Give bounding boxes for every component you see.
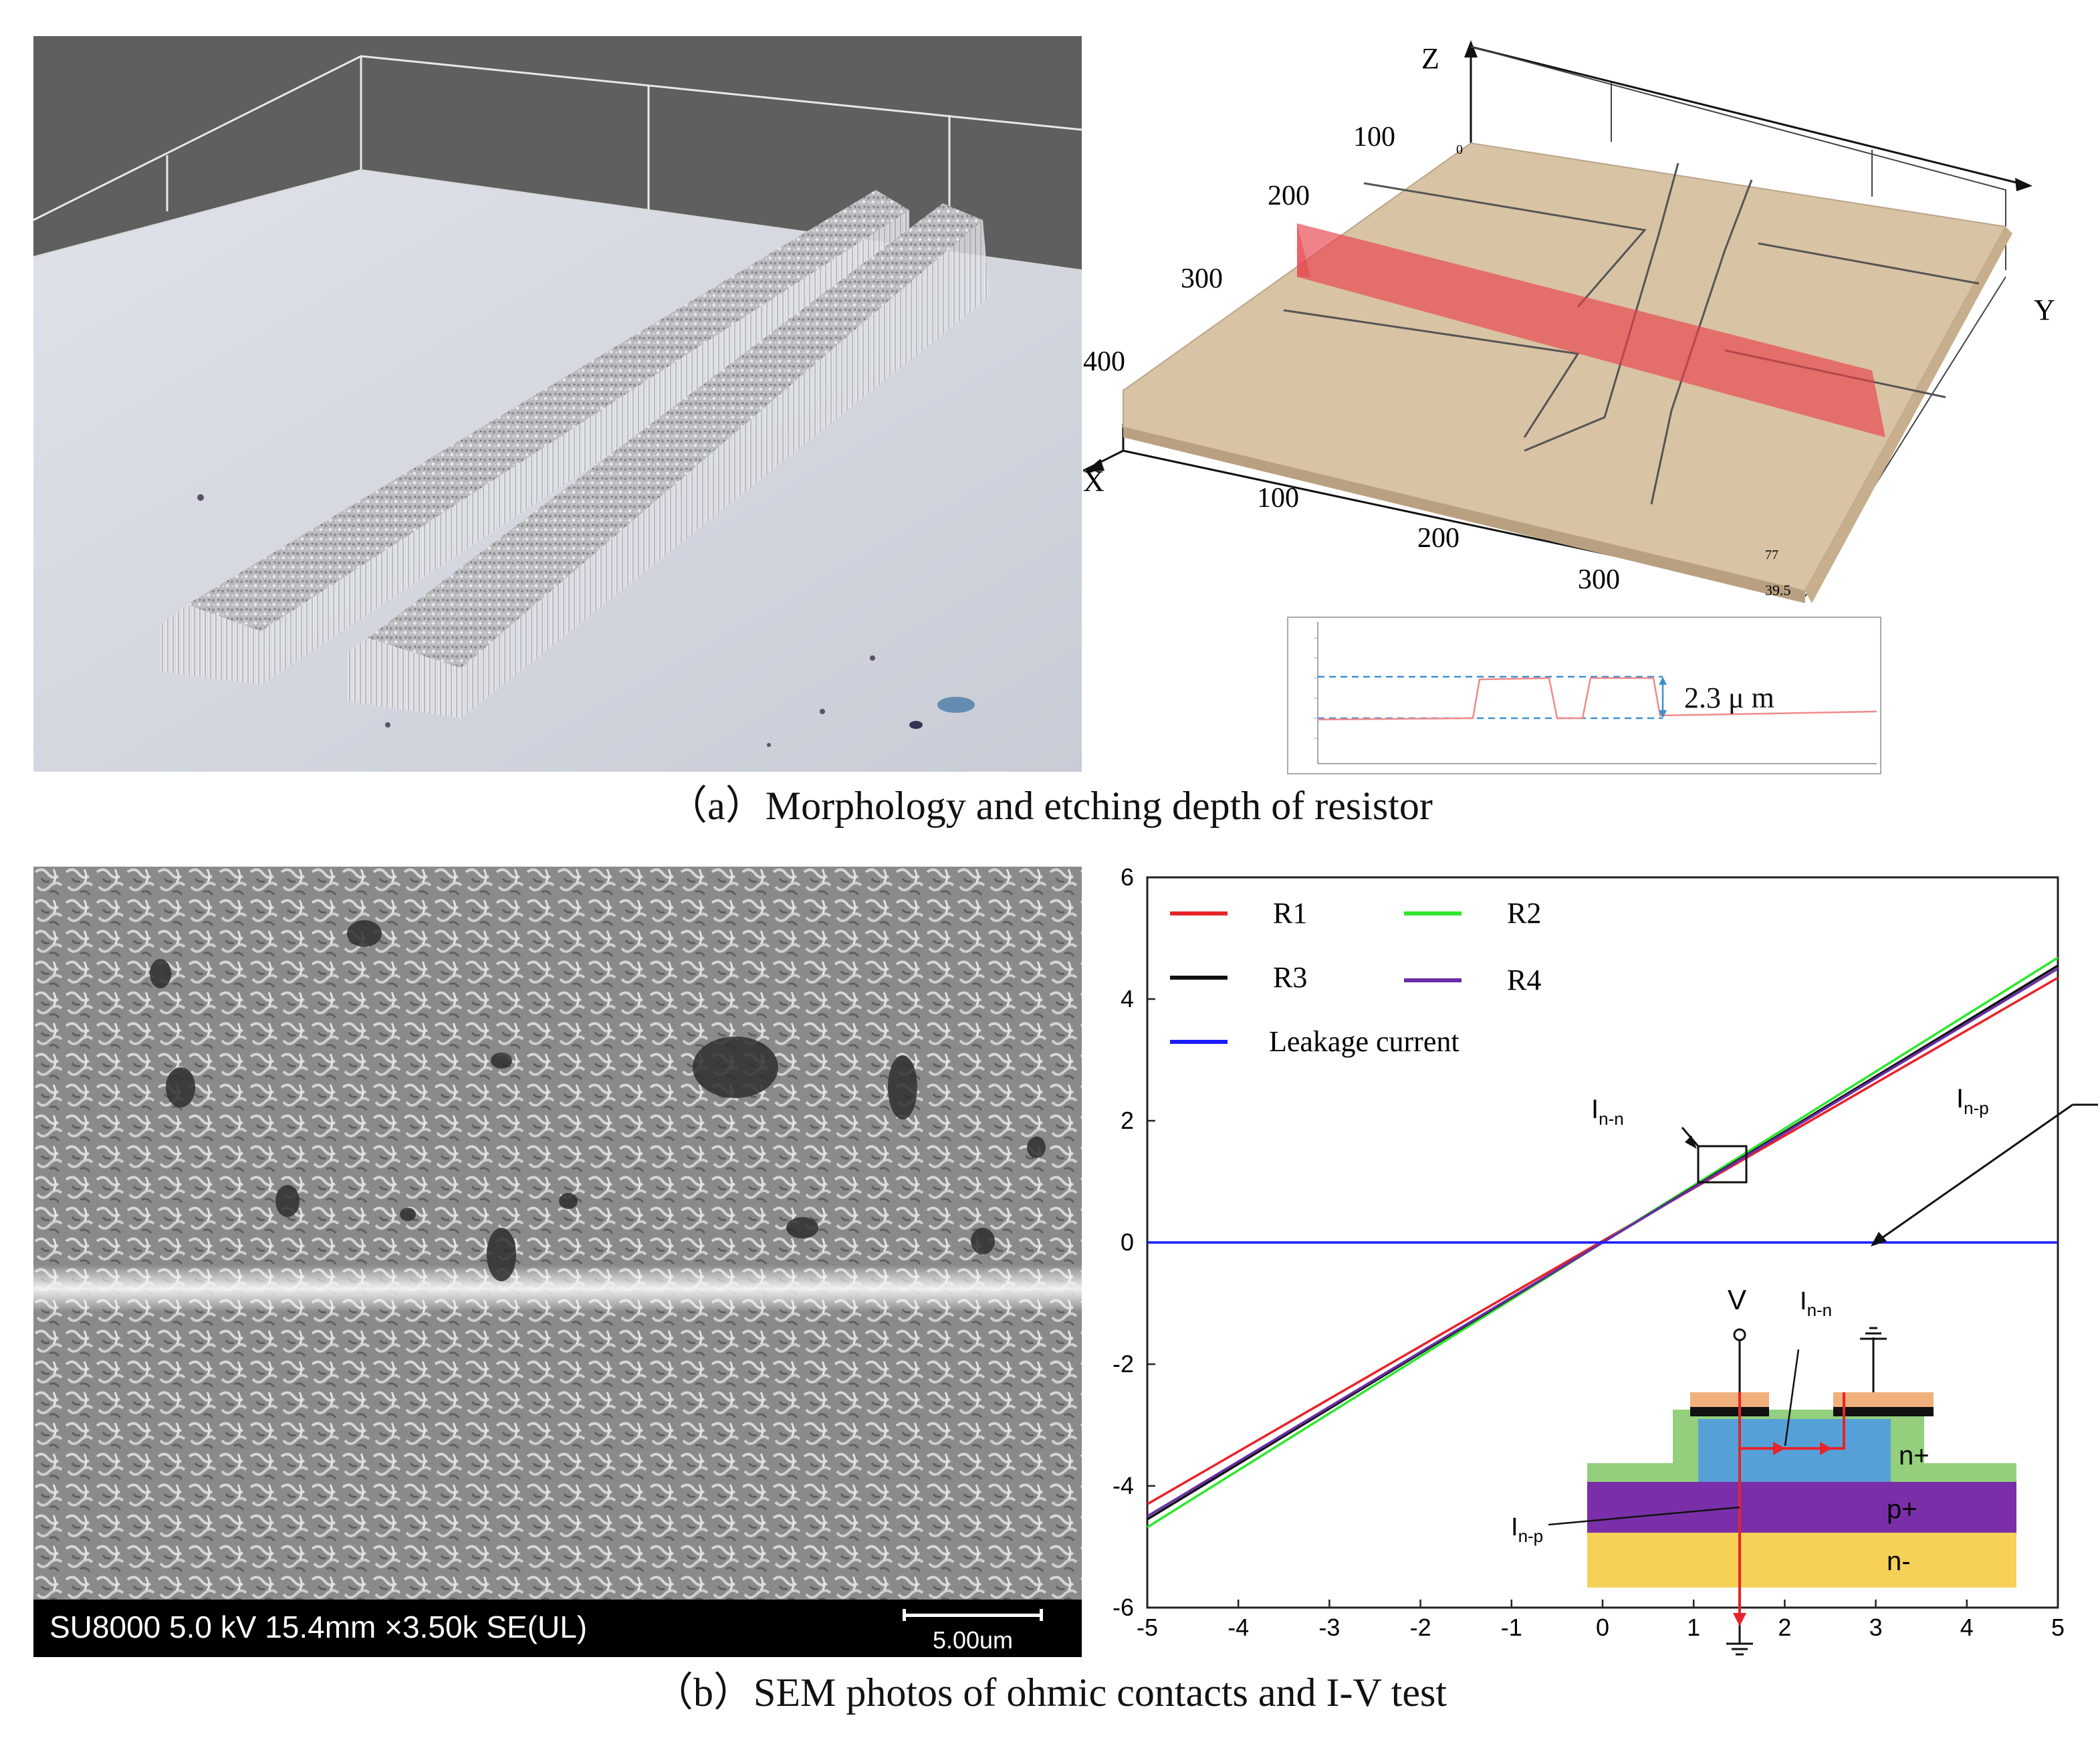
x-tick-label: 4: [1960, 1614, 1974, 1641]
y-tick-label: -6: [1113, 1594, 1134, 1621]
morphology-3d-image: [33, 36, 1082, 772]
axis-x-label: X: [1083, 465, 1104, 498]
surface-3d-plot: Z Y X 100 200 300 400 100 200 300 0 77 3…: [1083, 36, 2099, 625]
n-minus-layer: [1587, 1531, 2016, 1588]
sem-scale-label: 5.00um: [932, 1626, 1014, 1654]
x-tick-label: 3: [1869, 1614, 1883, 1641]
legend-label: Leakage current: [1269, 1025, 1460, 1058]
zoom-box: [1697, 1145, 1748, 1184]
xtick-200: 200: [1268, 181, 1310, 211]
axis-y-label: Y: [2034, 294, 2055, 326]
y-tick-label: -2: [1113, 1350, 1134, 1378]
depth-label: 2.3 μ m: [1684, 681, 1774, 714]
sem-info-bar: SU8000 5.0 kV 15.4mm ×3.50k SE(UL) 5.00u…: [33, 1600, 1082, 1657]
sem-info-text: SU8000 5.0 kV 15.4mm ×3.50k SE(UL): [49, 1610, 588, 1644]
y-tick-label: 2: [1121, 1107, 1134, 1134]
corner-bottom-label: 77: [1765, 548, 1778, 562]
x-tick-label: 0: [1596, 1614, 1609, 1641]
x-tick-label: -3: [1318, 1614, 1340, 1641]
xtick-100: 100: [1353, 122, 1395, 152]
caption-b: （b）SEM photos of ohmic contacts and I-V …: [653, 1670, 1447, 1715]
svg-text:n-: n-: [1887, 1547, 1911, 1576]
corner-bottom2-label: 39.5: [1765, 582, 1791, 599]
inset-inn-label: In-n: [1800, 1287, 1832, 1320]
svg-text:n+: n+: [1899, 1441, 1930, 1471]
legend-label: R2: [1507, 897, 1541, 930]
caption-a: （a）Morphology and etching depth of resis…: [667, 784, 1433, 828]
series-line-r1: [1147, 976, 2059, 1505]
x-tick-label: 2: [1778, 1614, 1791, 1641]
svg-text:p+: p+: [1887, 1495, 1917, 1524]
ytick-300: 300: [1578, 564, 1620, 595]
x-tick-label: -4: [1228, 1614, 1249, 1641]
ytick-200: 200: [1417, 523, 1460, 554]
p-plus-layer: [1587, 1482, 2016, 1533]
x-tick-label: 1: [1687, 1614, 1700, 1641]
x-tick-label: -2: [1410, 1614, 1431, 1641]
sem-photo: SU8000 5.0 kV 15.4mm ×3.50k SE(UL) 5.00u…: [33, 867, 1082, 1657]
xtick-400: 400: [1083, 346, 1125, 377]
iv-chart: -5 -4 -3 -2 -1 0 1 2 3 4 5 -6 -4 -2 0 2 4 6 R1 R2 R3 R4 Leaka…: [1096, 863, 2100, 1672]
inn-annotation: In-n: [1591, 1095, 1624, 1129]
x-tick-label: 5: [2051, 1614, 2065, 1641]
device-cross-section: n+ p+ n- V In-n: [1511, 1284, 2016, 1656]
legend-label: R4: [1507, 964, 1541, 996]
y-tick-label: 0: [1121, 1228, 1134, 1256]
inset-inp-label: In-p: [1511, 1513, 1543, 1546]
corner-top-label: 0: [1456, 142, 1463, 157]
y-tick-label: 6: [1121, 863, 1134, 891]
voltage-label: V: [1728, 1284, 1746, 1315]
ytick-100: 100: [1257, 483, 1299, 514]
x-tick-label: -1: [1501, 1614, 1522, 1641]
n-plus-layer: [1698, 1419, 1891, 1482]
sem-scale-bar: 5.00um: [903, 1604, 1043, 1654]
y-tick-label: 4: [1121, 985, 1134, 1012]
height-profile: 2.3 μ m: [1287, 617, 1881, 774]
inp-annotation: In-p: [1956, 1084, 1989, 1118]
xtick-300: 300: [1181, 263, 1223, 294]
y-tick-label: -4: [1113, 1472, 1134, 1499]
legend-label: R3: [1273, 961, 1307, 994]
x-tick-label: -5: [1137, 1614, 1158, 1641]
axis-z-label: Z: [1421, 42, 1439, 75]
legend-label: R1: [1273, 897, 1307, 930]
